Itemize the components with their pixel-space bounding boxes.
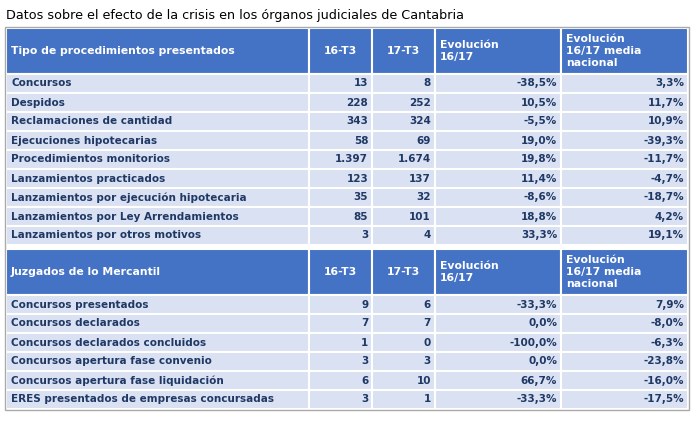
Text: -11,7%: -11,7%	[643, 155, 684, 164]
Text: 10,9%: 10,9%	[648, 116, 684, 126]
Text: 101: 101	[409, 211, 431, 221]
Text: -5,5%: -5,5%	[524, 116, 557, 126]
Text: Lanzamientos por Ley Arrendamientos: Lanzamientos por Ley Arrendamientos	[11, 211, 239, 221]
Text: Tipo de procedimientos presentados: Tipo de procedimientos presentados	[11, 46, 235, 56]
Text: -38,5%: -38,5%	[516, 79, 557, 89]
Text: -6,3%: -6,3%	[651, 338, 684, 348]
Text: -39,3%: -39,3%	[643, 135, 684, 145]
Text: 1: 1	[424, 395, 431, 404]
Text: -4,7%: -4,7%	[650, 174, 684, 184]
Text: 58: 58	[354, 135, 369, 145]
Text: 3: 3	[361, 356, 369, 366]
Text: Evolución
16/17 media
nacional: Evolución 16/17 media nacional	[566, 255, 641, 289]
Text: Lanzamientos practicados: Lanzamientos practicados	[11, 174, 165, 184]
Text: 17-T3: 17-T3	[387, 46, 421, 56]
Text: -23,8%: -23,8%	[643, 356, 684, 366]
Text: 1.674: 1.674	[398, 155, 431, 164]
Text: 16-T3: 16-T3	[324, 46, 357, 56]
Text: Lanzamientos por ejecución hipotecaria: Lanzamientos por ejecución hipotecaria	[11, 192, 246, 203]
Text: -17,5%: -17,5%	[643, 395, 684, 404]
Text: 66,7%: 66,7%	[520, 375, 557, 385]
Text: -100,0%: -100,0%	[509, 338, 557, 348]
Text: 3,3%: 3,3%	[655, 79, 684, 89]
Text: 19,8%: 19,8%	[521, 155, 557, 164]
Text: Evolución
16/17: Evolución 16/17	[440, 40, 499, 62]
Text: -33,3%: -33,3%	[516, 299, 557, 309]
Text: 32: 32	[416, 193, 431, 203]
Text: 0: 0	[424, 338, 431, 348]
Text: 11,7%: 11,7%	[648, 98, 684, 108]
Text: Evolución
16/17: Evolución 16/17	[440, 261, 499, 283]
Text: 16-T3: 16-T3	[324, 267, 357, 277]
Text: 252: 252	[409, 98, 431, 108]
Text: 18,8%: 18,8%	[521, 211, 557, 221]
Text: 0,0%: 0,0%	[528, 319, 557, 329]
Text: 35: 35	[354, 193, 369, 203]
Text: 9: 9	[361, 299, 369, 309]
Text: -8,6%: -8,6%	[524, 193, 557, 203]
Text: 19,1%: 19,1%	[648, 230, 684, 240]
Text: 69: 69	[416, 135, 431, 145]
Text: Evolución
16/17 media
nacional: Evolución 16/17 media nacional	[566, 34, 641, 68]
Text: 8: 8	[424, 79, 431, 89]
Text: ERES presentados de empresas concursadas: ERES presentados de empresas concursadas	[11, 395, 274, 404]
Text: Juzgados de lo Mercantil: Juzgados de lo Mercantil	[11, 267, 161, 277]
Text: Procedimientos monitorios: Procedimientos monitorios	[11, 155, 170, 164]
Text: 228: 228	[346, 98, 369, 108]
Text: Concursos presentados: Concursos presentados	[11, 299, 149, 309]
Text: 324: 324	[409, 116, 431, 126]
Text: 19,0%: 19,0%	[521, 135, 557, 145]
Text: Concursos declarados concluidos: Concursos declarados concluidos	[11, 338, 206, 348]
Text: 6: 6	[361, 375, 369, 385]
Text: 7: 7	[361, 319, 369, 329]
Text: 3: 3	[424, 356, 431, 366]
Text: 0,0%: 0,0%	[528, 356, 557, 366]
Text: 17-T3: 17-T3	[387, 267, 421, 277]
Text: 10,5%: 10,5%	[521, 98, 557, 108]
Text: Ejecuciones hipotecarias: Ejecuciones hipotecarias	[11, 135, 157, 145]
Text: 33,3%: 33,3%	[521, 230, 557, 240]
Text: 1: 1	[361, 338, 369, 348]
Text: -16,0%: -16,0%	[643, 375, 684, 385]
Text: 137: 137	[409, 174, 431, 184]
Text: Concursos declarados: Concursos declarados	[11, 319, 140, 329]
Text: 10: 10	[416, 375, 431, 385]
Text: 3: 3	[361, 230, 369, 240]
Text: Concursos: Concursos	[11, 79, 71, 89]
Text: 3: 3	[361, 395, 369, 404]
Text: Datos sobre el efecto de la crisis en los órganos judiciales de Cantabria: Datos sobre el efecto de la crisis en lo…	[6, 9, 464, 22]
Text: 13: 13	[354, 79, 369, 89]
Text: -33,3%: -33,3%	[516, 395, 557, 404]
Text: 1.397: 1.397	[335, 155, 369, 164]
Text: 4: 4	[423, 230, 431, 240]
Text: 343: 343	[346, 116, 369, 126]
Text: 85: 85	[354, 211, 369, 221]
Text: Despidos: Despidos	[11, 98, 65, 108]
Text: 123: 123	[346, 174, 369, 184]
Text: 11,4%: 11,4%	[520, 174, 557, 184]
Text: 7,9%: 7,9%	[655, 299, 684, 309]
Text: Concursos apertura fase convenio: Concursos apertura fase convenio	[11, 356, 212, 366]
Text: -8,0%: -8,0%	[651, 319, 684, 329]
Text: Concursos apertura fase liquidación: Concursos apertura fase liquidación	[11, 375, 223, 386]
Text: 4,2%: 4,2%	[655, 211, 684, 221]
Text: Lanzamientos por otros motivos: Lanzamientos por otros motivos	[11, 230, 201, 240]
Text: -18,7%: -18,7%	[643, 193, 684, 203]
Text: 7: 7	[423, 319, 431, 329]
Text: Reclamaciones de cantidad: Reclamaciones de cantidad	[11, 116, 172, 126]
Text: 6: 6	[424, 299, 431, 309]
